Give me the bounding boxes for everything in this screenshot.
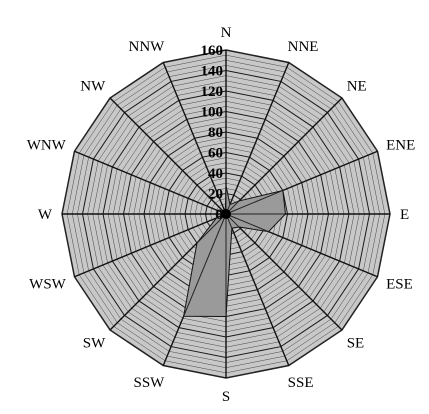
direction-label-s: S: [222, 389, 230, 405]
tick-label: 80: [208, 125, 223, 141]
direction-label-nne: NNE: [288, 39, 319, 55]
center-dot: [221, 209, 231, 219]
radial-tick-labels: 0 20 40 60 80 100 120 140 160: [201, 43, 224, 223]
direction-label-ese: ESE: [386, 277, 413, 293]
direction-label-wnw: WNW: [27, 137, 67, 153]
direction-label-nnw: NNW: [129, 39, 166, 55]
tick-label: 160: [201, 43, 224, 59]
spoke-ne: [225, 97, 343, 215]
spoke-nnw: [162, 62, 227, 215]
data-spoke-ene: [225, 189, 284, 215]
spoke-nw: [109, 97, 227, 215]
direction-label-w: W: [38, 207, 53, 223]
data-series: [183, 185, 286, 318]
direction-label-sw: SW: [83, 336, 106, 352]
data-spoke-ssw: [183, 213, 227, 317]
direction-label-ene: ENE: [386, 137, 415, 153]
spoke-nne: [225, 62, 290, 215]
direction-label-ne: NE: [347, 78, 367, 94]
data-spoke-sw: [196, 213, 227, 244]
spoke-sse: [225, 213, 290, 366]
tick-label: 120: [201, 84, 224, 100]
direction-label-e: E: [400, 207, 409, 223]
tick-label: 60: [208, 146, 223, 162]
direction-label-n: N: [221, 25, 232, 41]
direction-label-sse: SSE: [288, 375, 314, 391]
direction-label-wsw: WSW: [29, 277, 67, 293]
direction-label-se: SE: [347, 336, 365, 352]
tick-label: 100: [201, 105, 224, 121]
direction-label-nw: NW: [80, 78, 106, 94]
spoke-wnw: [74, 150, 227, 215]
tick-label: 20: [208, 187, 223, 203]
spoke-se: [225, 213, 343, 331]
spoke-wsw: [74, 213, 227, 278]
direction-label-ssw: SSW: [134, 375, 166, 391]
data-spoke-ese: [225, 213, 269, 233]
tick-label: 40: [208, 166, 223, 182]
tick-label: 0: [216, 207, 224, 223]
tick-label: 140: [201, 64, 224, 80]
direction-labels: N NNE NE ENE E ESE SE SSE S SSW SW WSW W WNW NW NNW: [27, 25, 416, 405]
